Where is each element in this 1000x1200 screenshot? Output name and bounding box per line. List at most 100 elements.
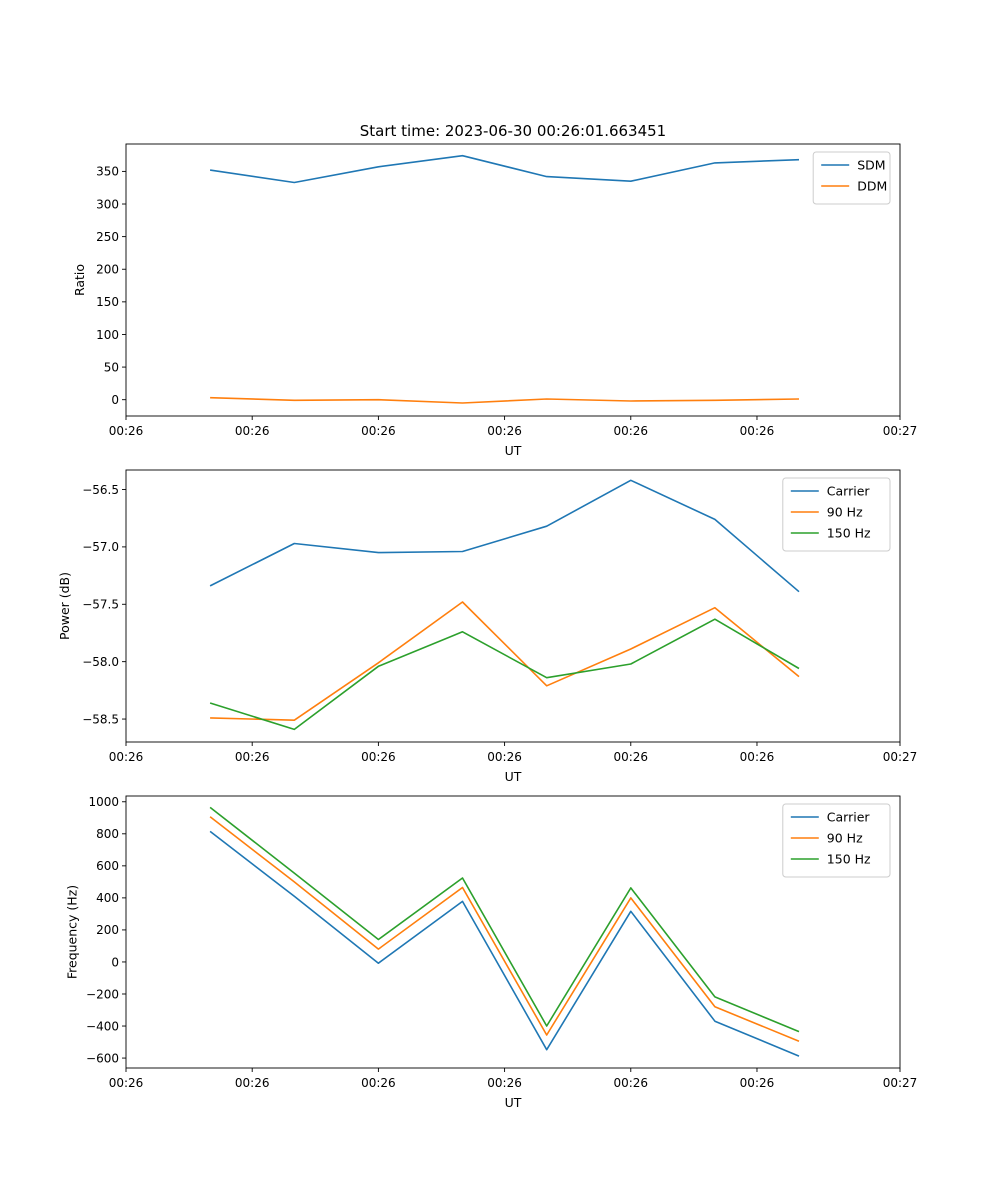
chart-1-x-tick-label: 00:26 <box>487 424 522 438</box>
chart-2-x-tick-label: 00:26 <box>487 750 522 764</box>
chart-3-data-point-2-6 <box>630 897 632 899</box>
chart-1-data-point-1-1 <box>209 169 211 171</box>
chart-3-y-tick-label: 800 <box>96 827 119 841</box>
chart-2-legend-label: Carrier <box>827 484 871 499</box>
chart-1-series-line-2 <box>210 396 800 404</box>
chart-3-legend-label: 150 Hz <box>827 852 871 867</box>
chart-3-x-tick-label: 00:26 <box>361 1076 396 1090</box>
chart-1-plot-frame <box>125 143 901 417</box>
chart-3-series-line-3 <box>209 806 800 1033</box>
chart-3-data-point-2-1 <box>209 816 211 818</box>
chart-2-data-point-1-2 <box>294 543 296 545</box>
chart-2-series-line-2 <box>210 601 800 722</box>
chart-1-data-point-1-5 <box>546 176 548 178</box>
chart-2-y-tick-label: −56.5 <box>82 483 119 497</box>
chart-1-y-tick-label: 200 <box>96 263 119 277</box>
chart-1-data-point-1-6 <box>630 180 632 182</box>
chart-2-data-point-3-2 <box>294 729 296 731</box>
chart-1-x-tick-label: 00:26 <box>361 424 396 438</box>
chart-1-data-point-2-5 <box>546 398 548 400</box>
chart-1-y-tick-label: 50 <box>104 360 119 374</box>
chart-3-y-tick-label: 0 <box>111 955 119 969</box>
chart-1-y-tick-label: 250 <box>96 230 119 244</box>
chart-2-y-tick-label: −58.0 <box>82 655 119 669</box>
chart-2-x-axis-label: UT <box>505 769 522 784</box>
chart-2-legend-label: 90 Hz <box>827 505 863 520</box>
chart-3-data-point-2-8 <box>798 1040 800 1042</box>
chart-1-data-point-1-2 <box>294 182 296 184</box>
chart-1-x-tick-label: 00:26 <box>613 424 648 438</box>
chart-3-data-point-3-8 <box>798 1031 800 1033</box>
chart-2-y-tick-label: −57.5 <box>82 598 119 612</box>
chart-3-data-point-1-2 <box>294 896 296 898</box>
chart-2-data-point-2-3 <box>378 662 380 664</box>
chart-3-y-tick-label: 200 <box>96 923 119 937</box>
chart-1-x-tick-label: 00:26 <box>109 424 144 438</box>
chart-1-y-axis-label: Ratio <box>72 264 87 296</box>
chart-2-x-tick-label: 00:26 <box>361 750 396 764</box>
chart-3-data-point-2-5 <box>546 1034 548 1036</box>
chart-2-data-point-3-8 <box>798 668 800 670</box>
chart-2-data-point-1-3 <box>378 552 380 554</box>
chart-3-data-point-2-4 <box>462 887 464 889</box>
chart-2-data-point-2-6 <box>630 648 632 650</box>
chart-1-x-tick-label: 00:27 <box>883 424 918 438</box>
chart-1-data-point-1-3 <box>378 166 380 168</box>
chart-3-data-point-3-3 <box>378 939 380 941</box>
chart-3-data-point-1-7 <box>714 1020 716 1022</box>
chart-2-y-tick-label: −57.0 <box>82 540 119 554</box>
chart-3-data-point-1-1 <box>209 831 211 833</box>
chart-2-data-point-1-4 <box>462 551 464 553</box>
chart-3-data-point-1-8 <box>798 1055 800 1057</box>
chart-2-plot-frame <box>125 469 901 743</box>
chart-3-y-tick-label: 400 <box>96 891 119 905</box>
chart-2-data-point-3-6 <box>630 663 632 665</box>
chart-3-data-point-1-4 <box>462 901 464 903</box>
chart-2-data-point-2-5 <box>546 685 548 687</box>
chart-3-series-line-1 <box>209 830 800 1057</box>
chart-2-data-point-3-3 <box>378 666 380 668</box>
chart-2-data-point-3-5 <box>546 677 548 679</box>
chart-2-data-point-1-5 <box>546 525 548 527</box>
chart-3-y-tick-label: 1000 <box>88 795 119 809</box>
chart-3-y-tick-label: −400 <box>86 1019 119 1033</box>
chart-1-series-line-1 <box>209 154 800 184</box>
chart-3-x-tick-label: 00:26 <box>109 1076 144 1090</box>
chart-2-legend-label: 150 Hz <box>827 526 871 541</box>
chart-2-data-point-2-8 <box>798 676 800 678</box>
chart-1-data-point-1-8 <box>798 159 800 161</box>
chart-1-data-point-2-1 <box>209 397 211 399</box>
chart-2-x-tick-label: 00:27 <box>883 750 918 764</box>
chart-2-data-point-2-2 <box>294 719 296 721</box>
chart-1-y-tick-label: 150 <box>96 295 119 309</box>
chart-3-data-point-3-6 <box>630 887 632 889</box>
chart-3-data-point-3-2 <box>294 872 296 874</box>
chart-3-data-point-1-3 <box>378 962 380 964</box>
chart-1-data-point-2-6 <box>630 400 632 402</box>
chart-2-x-tick-label: 00:26 <box>740 750 775 764</box>
frequency-panel: 00:26 00:26 00:26 00:26 00:26 00:26 00:27 UT −60… <box>64 795 917 1110</box>
chart-title: Start time: 2023-06-30 00:26:01.663451 <box>360 122 666 140</box>
chart-2-y-tick-label: −58.5 <box>82 712 119 726</box>
chart-3-data-point-2-7 <box>714 1006 716 1008</box>
chart-1-y-tick-label: 300 <box>96 197 119 211</box>
chart-3-data-point-1-5 <box>546 1049 548 1051</box>
chart-3-plot-frame <box>125 795 901 1069</box>
chart-3-x-tick-label: 00:26 <box>740 1076 775 1090</box>
chart-3-y-axis-label: Frequency (Hz) <box>64 885 79 979</box>
chart-3-y-tick-label: −200 <box>86 987 119 1001</box>
chart-2-y-axis-label: Power (dB) <box>57 572 72 640</box>
chart-2-series-line-3 <box>209 618 800 731</box>
chart-1-legend-label: SDM <box>857 158 885 173</box>
chart-2-data-point-1-8 <box>798 591 800 593</box>
chart-3-data-point-1-6 <box>630 911 632 913</box>
chart-3-data-point-3-4 <box>462 877 464 879</box>
chart-2-data-point-2-1 <box>209 717 211 719</box>
chart-2-data-point-1-6 <box>630 480 632 482</box>
chart-3-data-point-3-7 <box>714 996 716 998</box>
chart-1-y-tick-label: 0 <box>111 393 119 407</box>
chart-2-x-tick-label: 00:26 <box>613 750 648 764</box>
chart-1-data-point-2-2 <box>294 400 296 402</box>
chart-2-data-point-2-4 <box>462 601 464 603</box>
ratio-panel: 00:26 00:26 00:26 00:26 00:26 00:26 00:27 UT 0 50… <box>72 143 918 458</box>
